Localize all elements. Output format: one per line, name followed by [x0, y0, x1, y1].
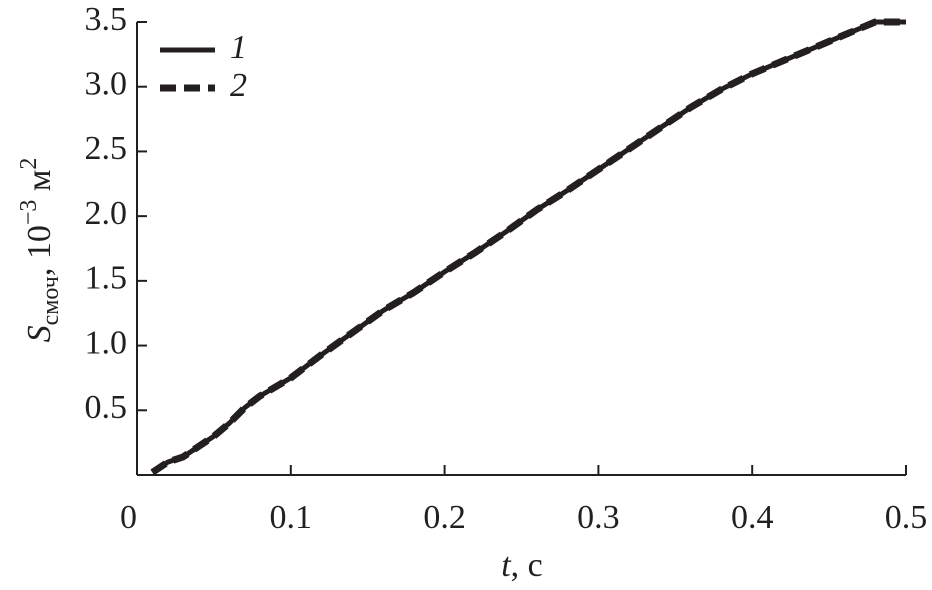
- y-tick-label: 0.5: [85, 389, 128, 426]
- x-axis-label: t, с: [501, 547, 543, 584]
- x-tick-label: 0: [120, 499, 137, 536]
- y-label-rest: , 10: [21, 225, 58, 276]
- y-tick-label: 2.0: [85, 195, 128, 232]
- y-axis-label: Sсмоч, 10−3 м2: [16, 158, 64, 343]
- y-label-subscript: смоч: [38, 276, 64, 325]
- y-label-symbol: S: [21, 325, 58, 342]
- x-tick-label: 0.1: [270, 499, 313, 536]
- y-tick-label: 2.5: [85, 130, 128, 167]
- x-tick-label: 0.4: [731, 499, 774, 536]
- y-label-unit: м: [21, 170, 58, 200]
- legend-label: 2: [230, 67, 247, 104]
- x-tick-label: 0.2: [423, 499, 466, 536]
- y-label-unit-exponent: 2: [16, 158, 42, 170]
- y-tick-label: 3.5: [85, 1, 128, 38]
- x-tick-label: 0.3: [577, 499, 620, 536]
- series-line: [151, 19, 906, 475]
- y-label-exponent: −3: [16, 200, 42, 226]
- x-tick-label: 0.5: [885, 499, 928, 536]
- legend-label: 1: [230, 29, 247, 66]
- x-label-unit: , с: [511, 547, 543, 584]
- y-tick-label: 3.0: [85, 66, 128, 103]
- series-line: [150, 18, 906, 476]
- y-tick-label: 1.5: [85, 260, 128, 297]
- x-label-symbol: t: [501, 547, 512, 584]
- y-tick-label: 1.0: [85, 324, 128, 361]
